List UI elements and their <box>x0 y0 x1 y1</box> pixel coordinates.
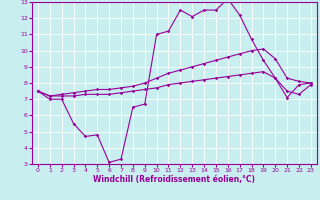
X-axis label: Windchill (Refroidissement éolien,°C): Windchill (Refroidissement éolien,°C) <box>93 175 255 184</box>
